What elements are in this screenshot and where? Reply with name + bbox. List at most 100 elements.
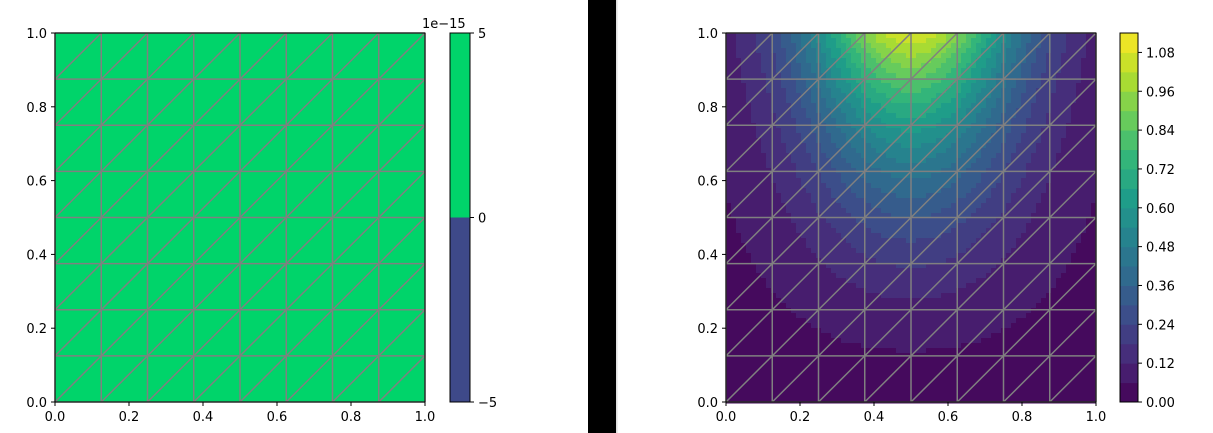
contour-cell: [991, 253, 997, 259]
contour-cell: [841, 318, 847, 324]
contour-cell: [836, 38, 842, 44]
contour-cell: [846, 103, 852, 109]
contour-cell: [726, 363, 732, 369]
contour-cell: [1046, 393, 1052, 399]
contour-cell: [991, 58, 997, 64]
contour-cell: [1031, 258, 1037, 264]
contour-cell: [1041, 268, 1047, 274]
contour-cell: [911, 188, 917, 194]
contour-cell: [1006, 193, 1012, 199]
contour-cell: [801, 213, 807, 219]
contour-cell: [1036, 188, 1042, 194]
contour-cell: [1036, 243, 1042, 249]
contour-cell: [731, 108, 737, 114]
contour-cell: [966, 183, 972, 189]
contour-cell: [966, 233, 972, 239]
contour-cell: [751, 288, 757, 294]
contour-cell: [876, 218, 882, 224]
contour-cell: [1036, 158, 1042, 164]
contour-cell: [1011, 63, 1017, 69]
contour-cell: [871, 178, 877, 184]
contour-cell: [966, 133, 972, 139]
contour-cell: [801, 63, 807, 69]
contour-cell: [926, 148, 932, 154]
contour-cell: [906, 138, 912, 144]
contour-cell: [846, 228, 852, 234]
contour-cell: [951, 213, 957, 219]
contour-cell: [951, 273, 957, 279]
contour-cell: [916, 33, 922, 39]
contour-cell: [866, 238, 872, 244]
contour-cell: [781, 398, 787, 404]
contour-cell: [1051, 68, 1057, 74]
contour-cell: [806, 83, 812, 89]
contour-cell: [736, 363, 742, 369]
contour-cell: [726, 198, 732, 204]
contour-cell: [766, 233, 772, 239]
contour-cell: [801, 393, 807, 399]
contour-cell: [891, 308, 897, 314]
contour-cell: [936, 288, 942, 294]
contour-cell: [866, 243, 872, 249]
contour-cell: [946, 43, 952, 49]
contour-cell: [756, 273, 762, 279]
contour-cell: [936, 398, 942, 404]
contour-cell: [771, 313, 777, 319]
contour-cell: [851, 288, 857, 294]
contour-cell: [851, 68, 857, 74]
contour-cell: [1036, 103, 1042, 109]
contour-cell: [961, 298, 967, 304]
contour-cell: [911, 58, 917, 64]
contour-cell: [1051, 183, 1057, 189]
contour-cell: [951, 288, 957, 294]
contour-cell: [866, 143, 872, 149]
contour-cell: [1026, 318, 1032, 324]
contour-cell: [941, 48, 947, 54]
contour-cell: [851, 33, 857, 39]
contour-cell: [921, 308, 927, 314]
contour-cell: [1021, 238, 1027, 244]
contour-cell: [916, 228, 922, 234]
contour-cell: [1006, 248, 1012, 254]
contour-cell: [926, 178, 932, 184]
contour-cell: [751, 53, 757, 59]
contour-cell: [906, 133, 912, 139]
contour-cell: [906, 268, 912, 274]
contour-cell: [916, 113, 922, 119]
contour-cell: [906, 343, 912, 349]
contour-cell: [1041, 48, 1047, 54]
contour-cell: [751, 223, 757, 229]
contour-cell: [906, 393, 912, 399]
contour-cell: [841, 153, 847, 159]
contour-cell: [856, 368, 862, 374]
contour-cell: [851, 43, 857, 49]
contour-cell: [1006, 198, 1012, 204]
contour-cell: [1046, 173, 1052, 179]
contour-cell: [866, 358, 872, 364]
contour-cell: [1016, 193, 1022, 199]
contour-cell: [921, 258, 927, 264]
contour-cell: [786, 98, 792, 104]
contour-cell: [756, 303, 762, 309]
contour-cell: [881, 78, 887, 84]
contour-cell: [976, 153, 982, 159]
contour-cell: [766, 258, 772, 264]
contour-cell: [971, 323, 977, 329]
contour-cell: [1031, 373, 1037, 379]
contour-cell: [921, 238, 927, 244]
contour-cell: [791, 383, 797, 389]
contour-cell: [901, 53, 907, 59]
contour-cell: [731, 148, 737, 154]
contour-cell: [931, 213, 937, 219]
contour-cell: [986, 233, 992, 239]
contour-cell: [856, 153, 862, 159]
contour-cell: [991, 43, 997, 49]
contour-cell: [876, 98, 882, 104]
contour-cell: [821, 273, 827, 279]
contour-cell: [891, 338, 897, 344]
contour-cell: [736, 268, 742, 274]
contour-cell: [866, 228, 872, 234]
contour-cell: [736, 278, 742, 284]
contour-cell: [996, 268, 1002, 274]
contour-cell: [1041, 33, 1047, 39]
